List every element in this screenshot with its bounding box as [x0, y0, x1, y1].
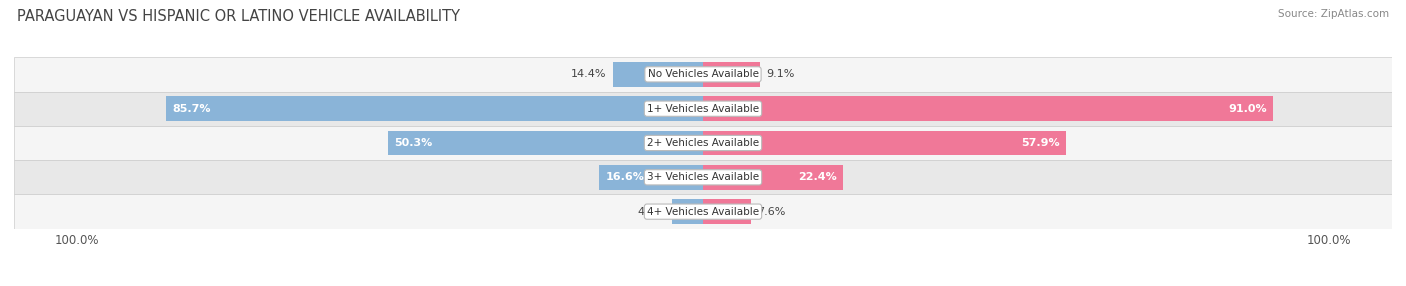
Bar — [703, 199, 751, 224]
Bar — [672, 199, 703, 224]
Text: 4.9%: 4.9% — [637, 207, 666, 217]
Bar — [703, 62, 761, 87]
Text: 3+ Vehicles Available: 3+ Vehicles Available — [647, 172, 759, 182]
Text: 22.4%: 22.4% — [799, 172, 837, 182]
Bar — [703, 165, 844, 190]
Text: No Vehicles Available: No Vehicles Available — [648, 69, 758, 79]
Bar — [388, 131, 703, 155]
Bar — [166, 96, 703, 121]
Text: 50.3%: 50.3% — [394, 138, 433, 148]
Text: 7.6%: 7.6% — [756, 207, 785, 217]
Bar — [14, 57, 1392, 92]
Bar — [703, 131, 1066, 155]
Text: 1+ Vehicles Available: 1+ Vehicles Available — [647, 104, 759, 114]
Bar — [599, 165, 703, 190]
Text: Source: ZipAtlas.com: Source: ZipAtlas.com — [1278, 9, 1389, 19]
Text: PARAGUAYAN VS HISPANIC OR LATINO VEHICLE AVAILABILITY: PARAGUAYAN VS HISPANIC OR LATINO VEHICLE… — [17, 9, 460, 23]
Text: 16.6%: 16.6% — [606, 172, 644, 182]
Text: 91.0%: 91.0% — [1227, 104, 1267, 114]
Bar — [14, 92, 1392, 126]
Text: 57.9%: 57.9% — [1021, 138, 1059, 148]
Bar — [703, 96, 1272, 121]
Text: 2+ Vehicles Available: 2+ Vehicles Available — [647, 138, 759, 148]
Text: 4+ Vehicles Available: 4+ Vehicles Available — [647, 207, 759, 217]
Text: 14.4%: 14.4% — [571, 69, 606, 79]
Bar — [613, 62, 703, 87]
Bar — [14, 194, 1392, 229]
Text: 9.1%: 9.1% — [766, 69, 794, 79]
Bar — [14, 126, 1392, 160]
Bar — [14, 160, 1392, 194]
Text: 85.7%: 85.7% — [173, 104, 211, 114]
